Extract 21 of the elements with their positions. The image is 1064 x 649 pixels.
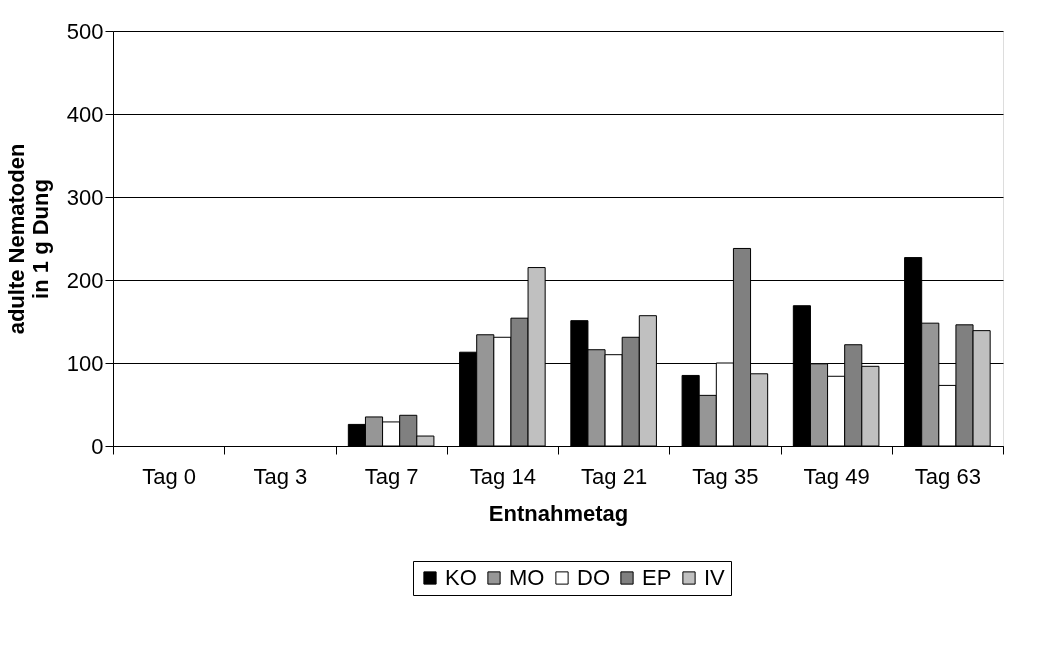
legend-label: KO xyxy=(445,565,477,590)
y-tick-label: 0 xyxy=(91,433,104,459)
x-tick-label: Tag 3 xyxy=(253,463,308,489)
y-tick-label: 100 xyxy=(66,350,104,376)
y-tick-label: 500 xyxy=(66,18,104,44)
x-tick-label: Tag 35 xyxy=(692,463,759,489)
y-tick-label: 300 xyxy=(66,184,104,210)
x-tick-label: Tag 63 xyxy=(914,463,981,489)
y-tick-label: 200 xyxy=(66,267,104,293)
legend-label: EP xyxy=(642,565,672,590)
x-tick-label: Tag 7 xyxy=(364,463,419,489)
y-tick-label: 400 xyxy=(66,101,104,127)
legend-label: DO xyxy=(577,565,610,590)
y-axis-title: adulte Nematoden in 1 g Dung xyxy=(3,143,53,335)
legend-label: MO xyxy=(509,565,545,590)
x-tick-label: Tag 14 xyxy=(469,463,536,489)
x-tick-label: Tag 49 xyxy=(803,463,870,489)
legend-label: IV xyxy=(704,565,726,590)
x-axis-title: Entnahmetag xyxy=(488,500,629,526)
x-tick-label: Tag 0 xyxy=(142,463,197,489)
x-tick-label: Tag 21 xyxy=(581,463,648,489)
